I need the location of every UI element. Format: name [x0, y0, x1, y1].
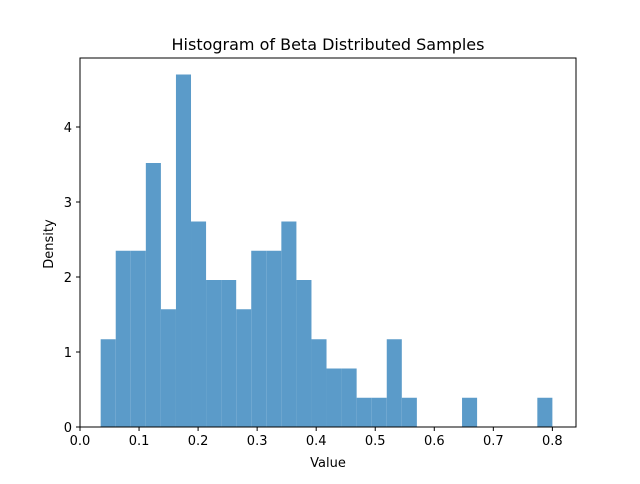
histogram-bar — [145, 163, 161, 427]
histogram-bar — [206, 280, 222, 427]
histogram-bar — [160, 309, 176, 427]
bars-layer — [100, 74, 553, 427]
x-tick-label: 0.2 — [188, 434, 209, 449]
y-axis-label: Density — [42, 219, 57, 269]
histogram-bar — [386, 339, 402, 427]
chart-title: Histogram of Beta Distributed Samples — [172, 35, 485, 54]
x-tick-label: 0.4 — [306, 434, 327, 449]
histogram-bar — [401, 397, 417, 427]
y-tick-label: 2 — [64, 271, 72, 286]
x-tick-label: 0.6 — [424, 434, 445, 449]
x-tick-label: 0.8 — [542, 434, 563, 449]
y-tick-label: 3 — [64, 196, 72, 211]
x-tick-label: 0.7 — [483, 434, 504, 449]
histogram-bar — [311, 339, 327, 427]
x-axis-label: Value — [310, 456, 346, 471]
histogram-bar — [221, 280, 237, 427]
y-tick-label: 0 — [64, 421, 72, 436]
x-tick-label: 0.0 — [70, 434, 91, 449]
histogram-bar — [296, 280, 312, 427]
histogram-bar — [266, 250, 282, 427]
histogram-bar — [281, 221, 297, 427]
histogram-bar — [191, 221, 207, 427]
y-tick-label: 1 — [64, 346, 72, 361]
x-tick-label: 0.3 — [247, 434, 268, 449]
axes-layer: 0.0 0.1 0.2 0.3 0.4 0.5 0.6 0.7 0.8 0 1 2 3 4 — [64, 57, 577, 449]
y-tick-label: 4 — [64, 121, 72, 136]
histogram-bar — [356, 397, 372, 427]
histogram-bar — [236, 309, 252, 427]
histogram-bar — [462, 397, 478, 427]
histogram-bar — [371, 397, 387, 427]
histogram-bar — [100, 339, 116, 427]
histogram-bar — [115, 250, 131, 427]
x-tick-label: 0.5 — [365, 434, 386, 449]
plot-frame — [79, 57, 577, 428]
histogram-bar — [130, 250, 146, 427]
histogram-bar — [251, 250, 267, 427]
histogram-bar — [341, 368, 357, 427]
histogram-bar — [326, 368, 342, 427]
histogram-bar — [537, 397, 553, 427]
histogram-bar — [175, 74, 192, 427]
x-tick-label: 0.1 — [129, 434, 150, 449]
